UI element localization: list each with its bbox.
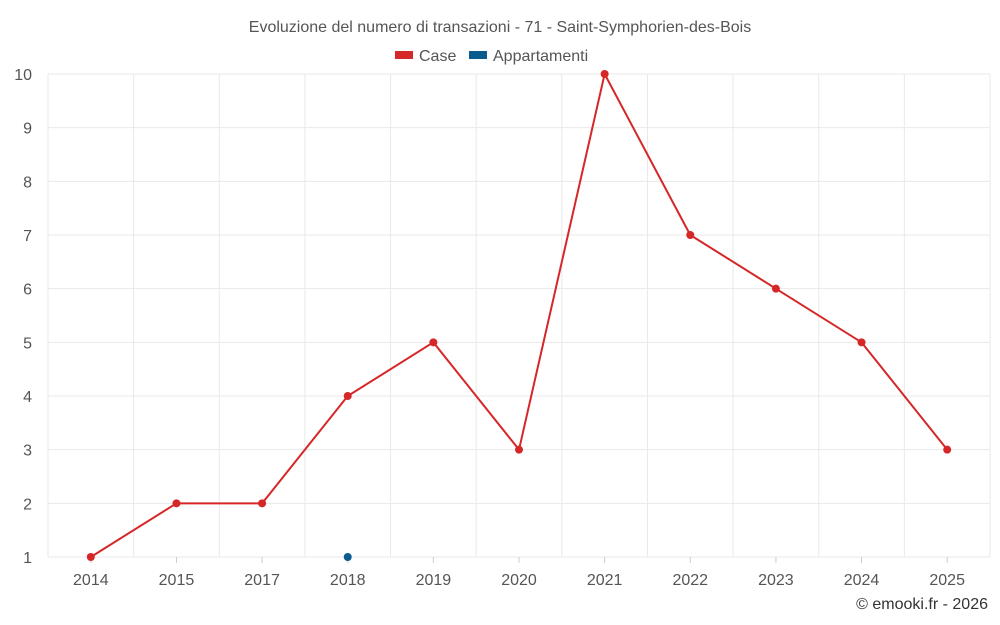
legend: Case Appartamenti: [395, 48, 588, 65]
y-axis: 1 2 3 4 5 6 7 8 9 10: [14, 67, 32, 567]
data-point-case[interactable]: [343, 392, 352, 400]
y-tick-label: 6: [23, 282, 32, 299]
data-point-case[interactable]: [600, 70, 609, 78]
x-tick-label: 2021: [587, 572, 623, 589]
series-appartamenti: [343, 553, 352, 561]
x-tick-label: 2019: [416, 572, 452, 589]
data-point-case[interactable]: [429, 338, 438, 347]
legend-item-case[interactable]: Case: [395, 48, 456, 65]
y-tick-label: 9: [23, 121, 32, 138]
x-tick-label: 2014: [73, 572, 109, 589]
y-tick-label: 7: [23, 228, 32, 245]
x-tick-label: 2025: [929, 572, 965, 589]
legend-swatch-appartamenti: [469, 51, 487, 59]
y-tick-label: 1: [23, 550, 32, 567]
data-point-case[interactable]: [86, 553, 95, 561]
credit-text: © emooki.fr - 2026: [856, 596, 988, 613]
grid: [47, 73, 991, 558]
legend-swatch-case: [395, 51, 413, 59]
data-point-case[interactable]: [686, 231, 695, 239]
y-tick-label: 3: [23, 443, 32, 460]
x-tick-label: 2024: [844, 572, 880, 589]
data-point-case[interactable]: [857, 338, 866, 347]
data-point-appartamenti[interactable]: [343, 553, 352, 561]
legend-label-case: Case: [419, 48, 456, 65]
x-axis: 2014 2015 2017 2018 2019 2020 2021 2022 2023 2024…: [73, 557, 965, 589]
data-point-case[interactable]: [771, 284, 780, 293]
x-tick-label: 2020: [501, 572, 537, 589]
x-tick-label: 2022: [672, 572, 708, 589]
y-tick-label: 2: [23, 496, 32, 513]
x-tick-label: 2023: [758, 572, 794, 589]
y-tick-label: 10: [14, 67, 32, 84]
data-point-case[interactable]: [943, 445, 952, 454]
legend-item-appartamenti[interactable]: Appartamenti: [469, 48, 588, 65]
chart-title: Evoluzione del numero di transazioni - 7…: [249, 19, 751, 36]
data-point-case[interactable]: [515, 445, 523, 454]
y-tick-label: 5: [23, 335, 32, 352]
x-tick-label: 2017: [244, 572, 280, 589]
data-point-case[interactable]: [258, 499, 267, 508]
y-tick-label: 8: [23, 174, 32, 191]
series: [86, 70, 952, 561]
legend-label-appartamenti: Appartamenti: [493, 48, 588, 65]
x-tick-label: 2018: [330, 572, 366, 589]
data-point-case[interactable]: [172, 499, 181, 508]
y-tick-label: 4: [23, 389, 32, 406]
series-case: [86, 70, 952, 561]
x-tick-label: 2015: [159, 572, 195, 589]
